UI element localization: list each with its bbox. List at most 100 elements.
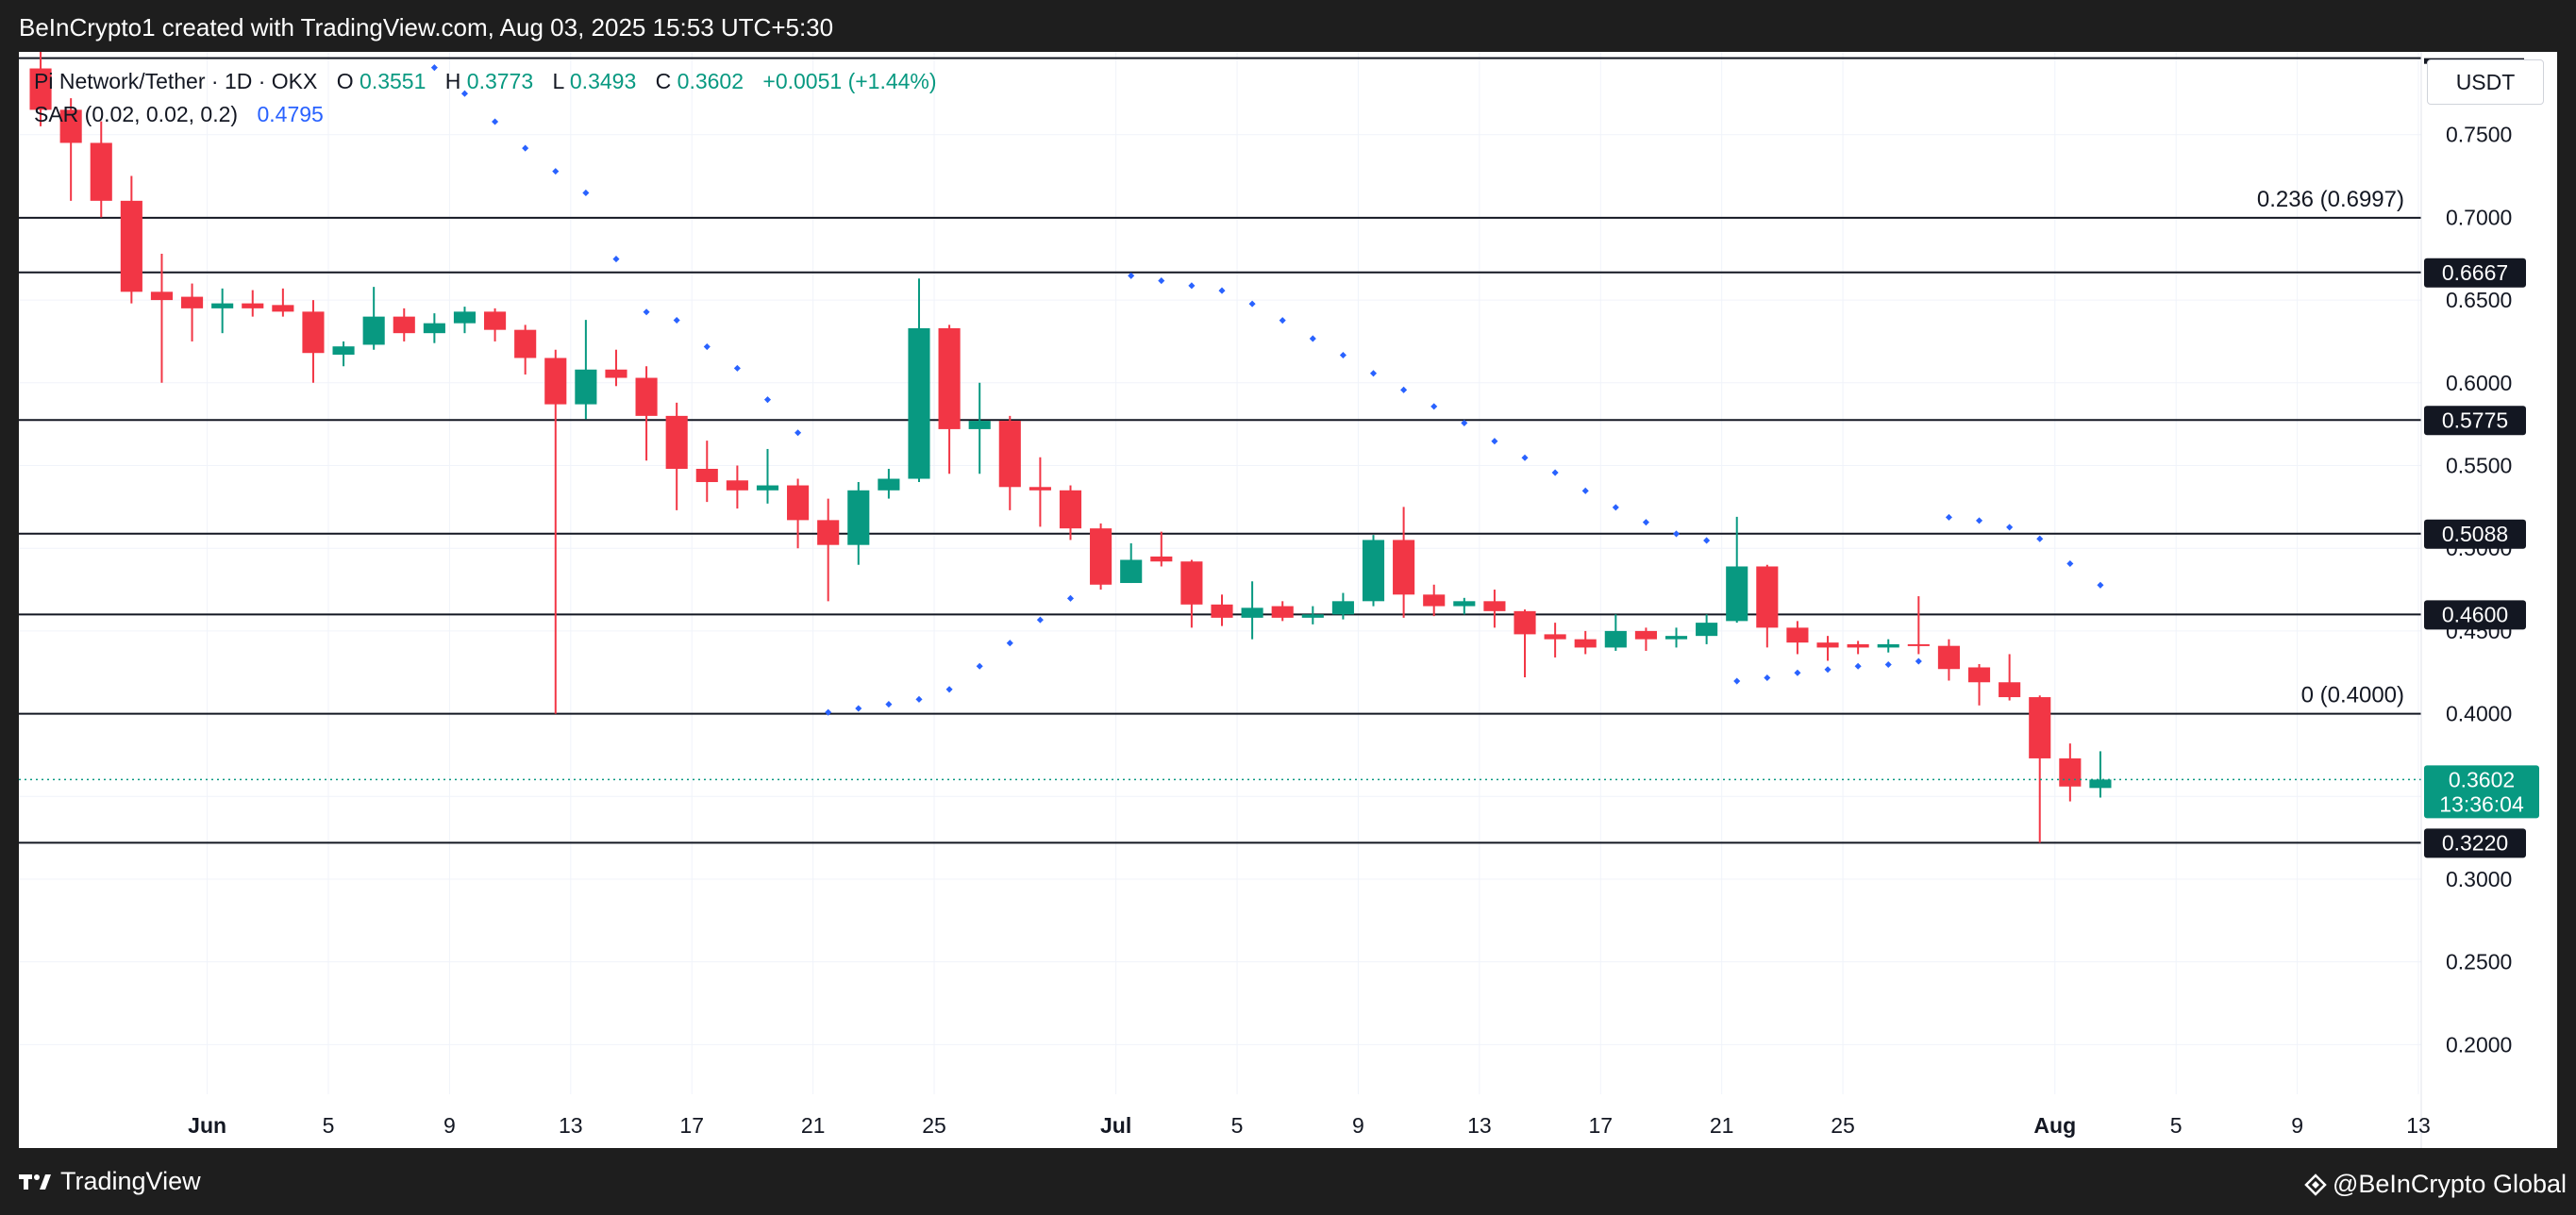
candle[interactable] (1907, 596, 1930, 655)
candle[interactable] (847, 482, 870, 565)
candle[interactable] (1029, 457, 1051, 527)
candle[interactable] (362, 287, 385, 350)
x-tick-label: 21 (801, 1113, 826, 1138)
candle[interactable] (1756, 564, 1779, 648)
candle[interactable] (453, 307, 477, 334)
candle[interactable] (1331, 592, 1354, 620)
candle[interactable] (150, 253, 174, 383)
chart-svg[interactable]: 0.236 (0.6997)0 (0.4000) 0.75000.70000.6… (19, 52, 2557, 1148)
candle[interactable] (605, 349, 627, 387)
sar-dot (1703, 537, 1711, 544)
candle[interactable] (1180, 559, 1203, 628)
candle[interactable] (242, 290, 264, 317)
candle[interactable] (2089, 751, 2112, 798)
candle[interactable] (968, 382, 991, 474)
candle[interactable] (1816, 636, 1839, 661)
x-tick-label: 17 (679, 1113, 704, 1138)
sar-dot (1188, 282, 1196, 290)
candle-body (29, 68, 52, 110)
change-value: +0.0051 (+1.44%) (762, 69, 936, 93)
legend: Pi Network/Tether · 1D · OKX O 0.3551 H … (34, 69, 937, 126)
candle[interactable] (695, 441, 718, 503)
candle-body (1090, 528, 1112, 585)
candle[interactable] (575, 320, 597, 420)
candle-body (1877, 643, 1899, 648)
candle[interactable] (1241, 581, 1263, 640)
candle[interactable] (908, 278, 930, 483)
candle[interactable] (544, 349, 567, 714)
candle[interactable] (302, 300, 325, 383)
candle[interactable] (1059, 485, 1082, 541)
candle[interactable] (756, 448, 779, 504)
candle[interactable] (181, 283, 204, 341)
candle-body (1967, 667, 1991, 683)
candle[interactable] (2029, 695, 2051, 843)
candle[interactable] (1211, 594, 1233, 626)
candle[interactable] (211, 288, 234, 334)
open-label: O (337, 69, 354, 93)
candle[interactable] (1937, 639, 1960, 681)
candle[interactable] (1999, 654, 2021, 701)
candle[interactable] (423, 313, 445, 343)
candle[interactable] (1967, 663, 1991, 706)
candle[interactable] (90, 121, 112, 218)
sar-label: SAR (0.02, 0.02, 0.2) (34, 102, 238, 126)
candle[interactable] (514, 325, 537, 375)
candle-body (211, 303, 234, 308)
candle[interactable] (878, 469, 900, 499)
candle[interactable] (1544, 623, 1566, 657)
candle-body (635, 377, 658, 416)
candle[interactable] (29, 52, 52, 126)
sar-value: 0.4795 (257, 102, 323, 126)
candle[interactable] (1696, 614, 1718, 644)
candle[interactable] (1847, 641, 1869, 655)
fib-level-label: 0 (0.4000) (2301, 683, 2404, 708)
candle[interactable] (1514, 609, 1536, 677)
candle[interactable] (484, 308, 507, 341)
candle[interactable] (1453, 597, 1476, 615)
candle-body (362, 316, 385, 345)
chart-panel[interactable]: 0.236 (0.6997) 0 (0.4000) 0.7500 0.7000 0.6… (19, 52, 2557, 1148)
candle[interactable] (1090, 523, 1112, 591)
candle[interactable] (1664, 627, 1688, 648)
candle[interactable] (1726, 516, 1748, 624)
candle[interactable] (120, 175, 142, 304)
candle[interactable] (938, 325, 961, 474)
candle-body (1726, 566, 1748, 622)
candle[interactable] (1393, 507, 1415, 618)
candle[interactable] (1483, 590, 1506, 628)
candle[interactable] (393, 308, 415, 341)
candle[interactable] (665, 402, 688, 510)
candle-body (1211, 604, 1233, 618)
candle-body (1696, 623, 1718, 637)
candle-body (1120, 559, 1143, 584)
level-badge (2424, 406, 2526, 436)
candle[interactable] (1786, 621, 1809, 655)
candle[interactable] (1271, 601, 1294, 622)
candle[interactable] (332, 341, 355, 367)
fib-level-label: 0.236 (0.6997) (2257, 187, 2404, 212)
currency-button[interactable]: USDT (2427, 59, 2544, 105)
tradingview-logo[interactable]: TradingView (19, 1167, 201, 1196)
candle[interactable] (1120, 542, 1143, 584)
candle[interactable] (1362, 535, 1385, 607)
candle[interactable] (1301, 606, 1324, 624)
candle[interactable] (726, 465, 748, 509)
candle[interactable] (1877, 639, 1899, 653)
candle[interactable] (1604, 614, 1627, 651)
candle[interactable] (1423, 584, 1446, 617)
sar-dot (460, 90, 469, 97)
candle[interactable] (1150, 531, 1173, 567)
candle[interactable] (272, 288, 294, 317)
candle[interactable] (1634, 627, 1657, 651)
candle[interactable] (787, 478, 810, 549)
candle[interactable] (817, 498, 840, 602)
candle-body (453, 311, 477, 324)
sar-dot (915, 695, 923, 703)
candle[interactable] (635, 366, 658, 461)
sar-dot (1672, 530, 1681, 538)
candle[interactable] (59, 98, 82, 201)
candle[interactable] (2059, 743, 2082, 802)
candle[interactable] (998, 415, 1021, 510)
candle[interactable] (1574, 630, 1597, 655)
